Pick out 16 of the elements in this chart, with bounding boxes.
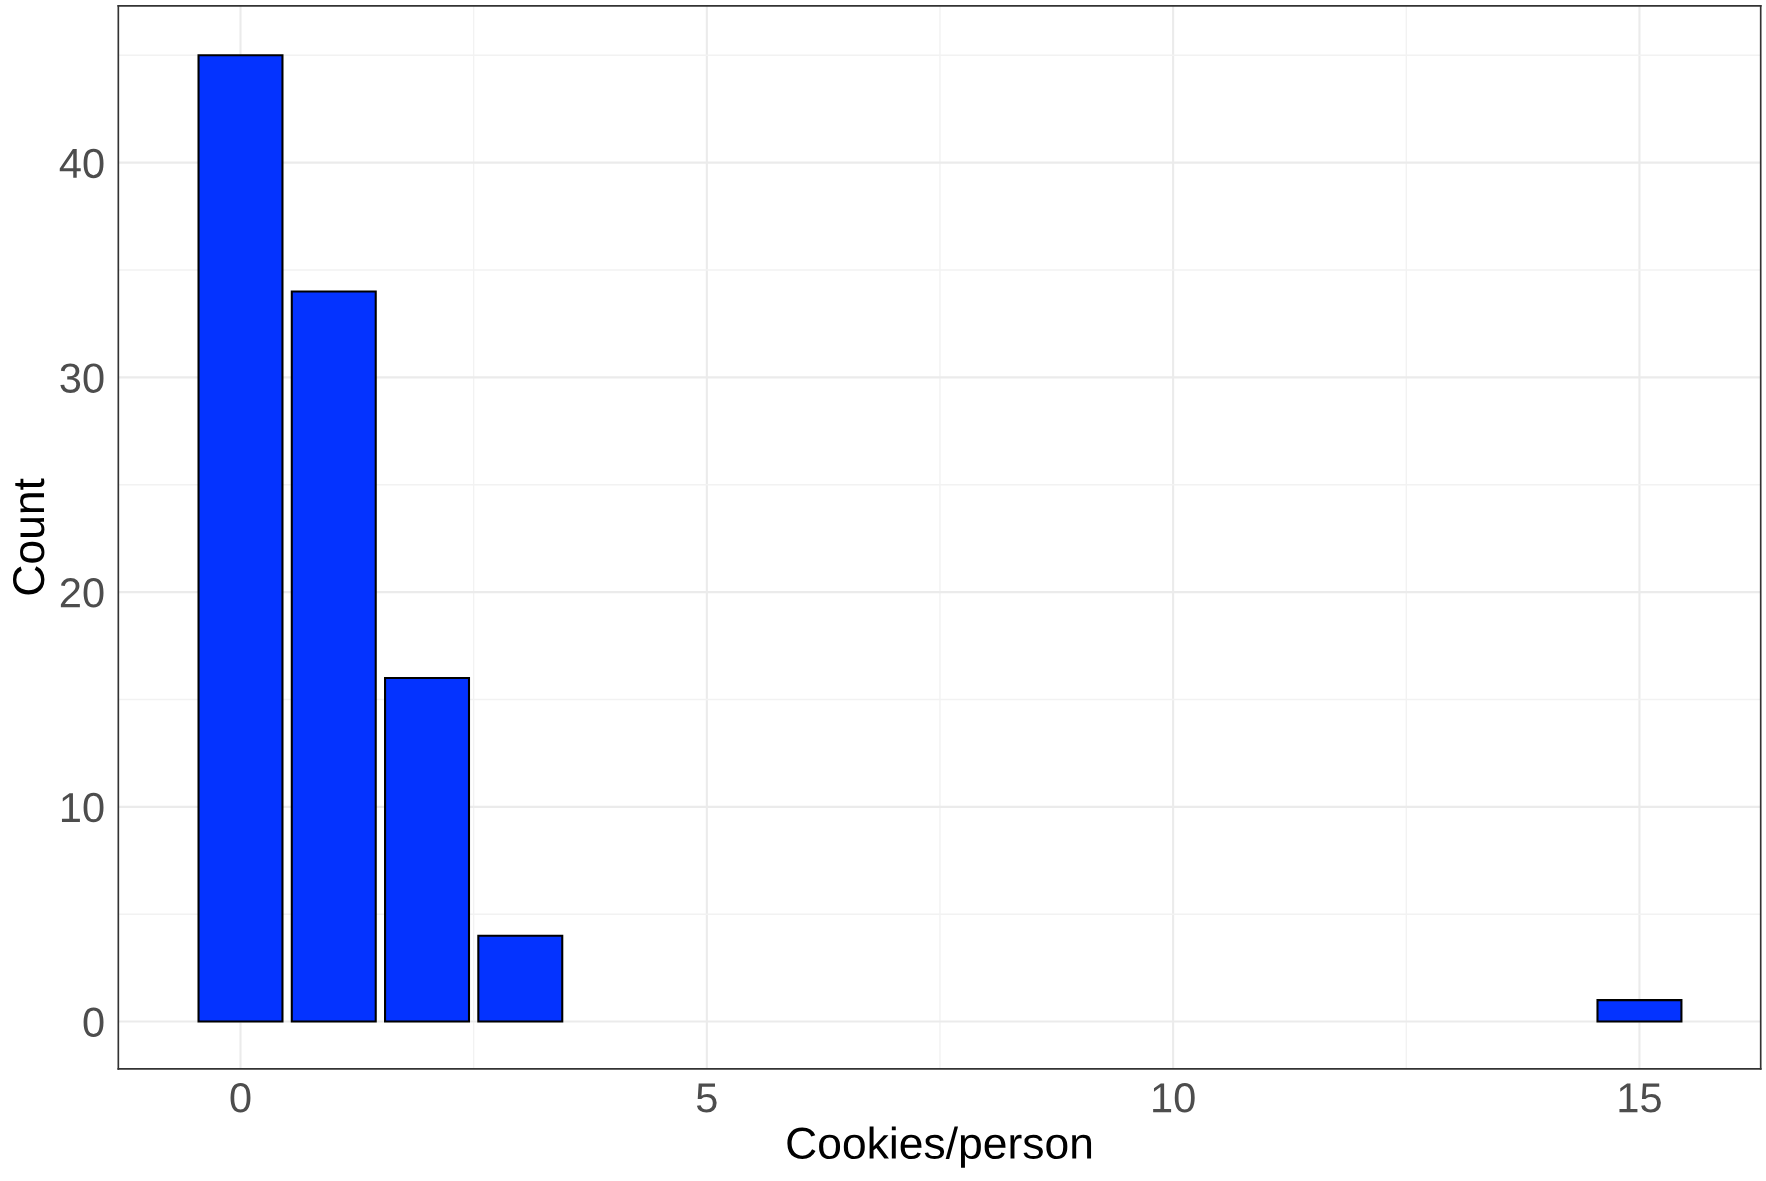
x-axis-title: Cookies/person (787, 1126, 1092, 1168)
x-tick-label: 0 (230, 1083, 251, 1113)
y-axis-title: Count (12, 478, 45, 595)
bar (197, 54, 284, 1023)
bar (384, 676, 471, 1023)
y-tick-label: 0 (83, 1007, 104, 1038)
y-tick-label: 30 (60, 363, 104, 393)
y-tick-label: 10 (61, 792, 104, 823)
bar (290, 290, 377, 1023)
x-tick-label: 15 (1619, 1083, 1661, 1113)
y-tick-label: 40 (59, 148, 104, 179)
bar (1596, 999, 1683, 1023)
x-tick-label: 10 (1153, 1083, 1195, 1113)
bar (477, 934, 564, 1023)
x-tick-label: 5 (696, 1083, 717, 1113)
y-tick-label: 20 (60, 578, 104, 608)
